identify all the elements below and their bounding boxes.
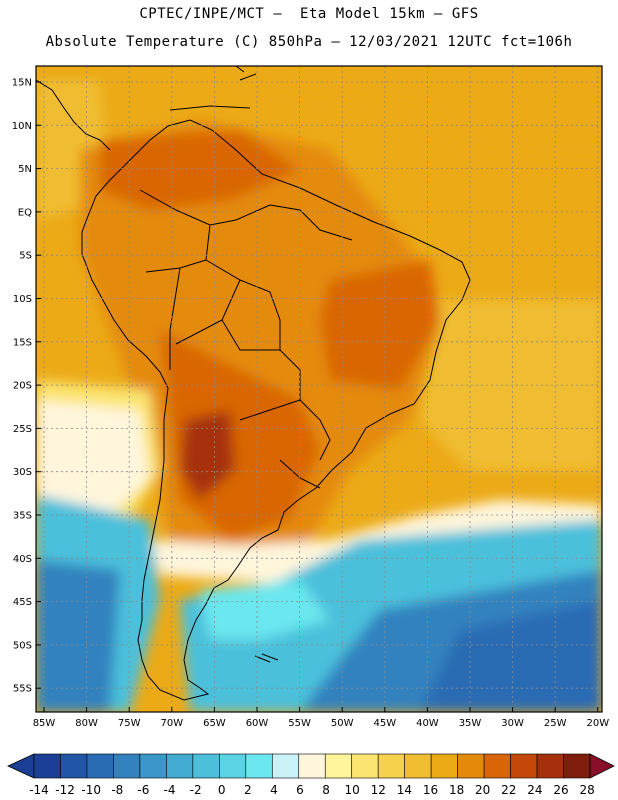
colorbar-label: 26: [553, 783, 568, 797]
lon-label: 70W: [160, 718, 183, 729]
colorbar-label: -12: [55, 783, 75, 797]
colorbar-swatch: [113, 753, 141, 779]
colorbar-label: 14: [397, 783, 412, 797]
temperature-field: [36, 66, 602, 712]
graticule: [36, 66, 602, 712]
colorbar-label: 8: [322, 783, 330, 797]
colorbar-label: 0: [218, 783, 226, 797]
falklands: [254, 653, 279, 663]
lon-label: 50W: [331, 718, 354, 729]
colorbar-swatch: [377, 753, 405, 779]
lat-label: 35S: [13, 511, 32, 522]
colorbar-swatch: [430, 753, 458, 779]
colorbar-swatch: [33, 753, 61, 779]
colorbar-swatch: [60, 753, 88, 779]
colorbar-swatch: [219, 753, 247, 779]
colorbar-label: 22: [501, 783, 516, 797]
colorbar-label: 12: [371, 783, 386, 797]
lat-label: 55S: [13, 684, 32, 695]
lat-label: 30S: [13, 467, 32, 478]
colorbar-label: -14: [29, 783, 49, 797]
caribbean-islands: [169, 66, 257, 111]
lat-label: 5N: [18, 164, 32, 175]
colorbar-label: 20: [475, 783, 490, 797]
colorbar-max-arrow: [589, 753, 615, 779]
map-title-line-1: CPTEC/INPE/MCT – Eta Model 15km – GFS: [139, 6, 479, 22]
lon-label: 25W: [544, 718, 567, 729]
colorbar-swatch: [86, 753, 114, 779]
colorbar-swatch: [245, 753, 273, 779]
map-title-line-2: Absolute Temperature (C) 850hPa – 12/03/…: [45, 34, 573, 50]
colorbar-label: -8: [111, 783, 123, 797]
longitude-axis: 85W 80W 75W 70W 65W 60W 55W 50W 45W 40W 35W 30W 25W 2…: [33, 707, 609, 729]
colorbar-legend: -14 -12 -10 -8 -6 -4 -2 0 2 4 6 8 10 12 14 16 18 20 22 24 26…: [7, 753, 615, 797]
colorbar-label: -4: [164, 783, 176, 797]
colorbar-swatch: [536, 753, 564, 779]
lon-label: 35W: [459, 718, 482, 729]
colorbar-label: -2: [190, 783, 202, 797]
map-frame: [35, 65, 603, 713]
colorbar-label: 6: [296, 783, 304, 797]
colorbar-swatch: [510, 753, 538, 779]
lat-label: 15S: [13, 337, 32, 348]
latitude-axis: 15N 10N 5N EQ 5S 10S 15S 20S 25S 30S 35S 40S 45S 50S 5…: [12, 78, 41, 695]
colorbar-swatch: [483, 753, 511, 779]
lon-label: 45W: [373, 718, 396, 729]
colorbar-swatch: [351, 753, 379, 779]
lat-label: 15N: [12, 78, 32, 89]
lat-label: 20S: [13, 381, 32, 392]
colorbar-swatch: [192, 753, 220, 779]
colorbar-swatch: [271, 753, 300, 779]
lat-label: EQ: [18, 207, 32, 218]
colorbar-min-arrow: [7, 753, 35, 779]
colorbar-label: 28: [579, 783, 594, 797]
lon-label: 20W: [586, 718, 609, 729]
colorbar-label: 2: [244, 783, 252, 797]
colorbar-swatch: [563, 753, 591, 779]
lon-label: 85W: [33, 718, 56, 729]
colorbar-swatch: [298, 753, 326, 779]
lat-label: 40S: [13, 554, 32, 565]
lon-label: 80W: [75, 718, 98, 729]
lat-label: 25S: [13, 424, 32, 435]
lat-label: 45S: [13, 597, 32, 608]
lat-label: 10N: [12, 121, 32, 132]
colorbar-swatch: [457, 753, 485, 779]
colorbar-swatch: [139, 753, 167, 779]
lat-label: 50S: [13, 640, 32, 651]
colorbar-label: -6: [137, 783, 149, 797]
lat-label: 5S: [19, 251, 32, 262]
lon-label: 55W: [288, 718, 311, 729]
colorbar-label: 24: [527, 783, 542, 797]
lon-label: 30W: [501, 718, 524, 729]
country-borders: [139, 189, 353, 461]
colorbar-label: 16: [423, 783, 438, 797]
colorbar-swatch: [166, 753, 194, 779]
colorbar-label: 18: [449, 783, 464, 797]
lat-label: 10S: [13, 294, 32, 305]
colorbar-label: 10: [345, 783, 360, 797]
lon-label: 60W: [246, 718, 269, 729]
lon-label: 65W: [203, 718, 226, 729]
lon-label: 75W: [118, 718, 141, 729]
central-america-coast: [36, 79, 111, 151]
colorbar-swatch: [324, 753, 353, 779]
colorbar-swatch: [404, 753, 432, 779]
colorbar-label: -10: [81, 783, 101, 797]
colorbar-label: 4: [270, 783, 278, 797]
lon-label: 40W: [416, 718, 439, 729]
